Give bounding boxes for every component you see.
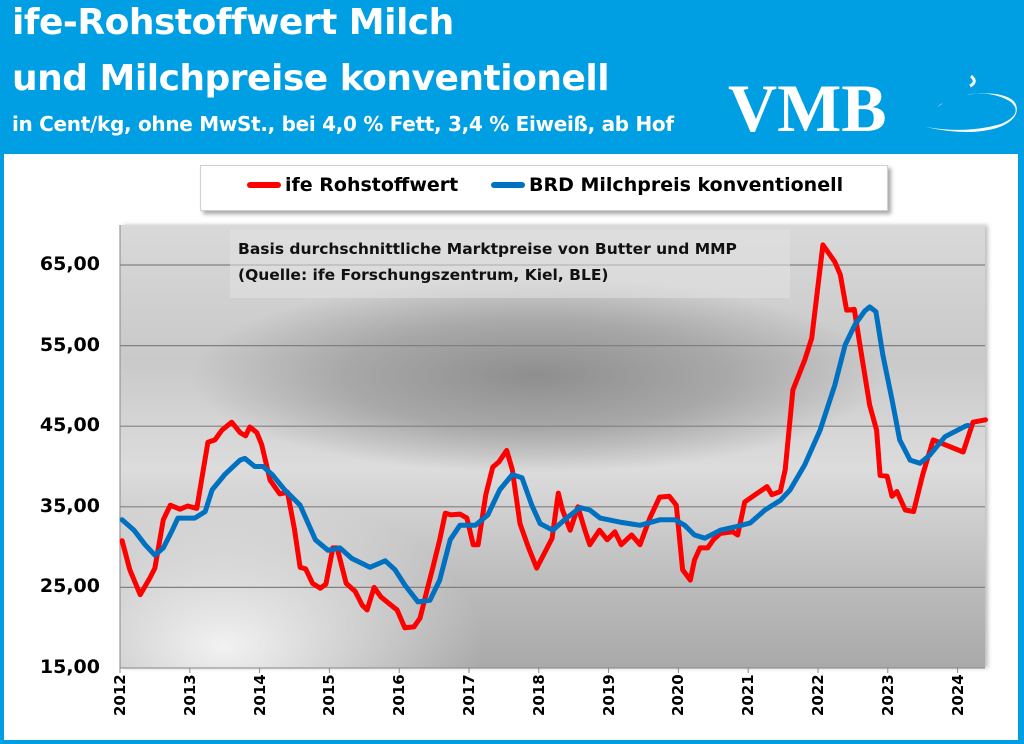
series-brd-milchpreis-line [119, 304, 971, 605]
x-tick-label: 2022 [809, 674, 827, 716]
x-tick-label: 2012 [111, 674, 129, 716]
legend: ife Rohstoffwert BRD Milchpreis konventi… [200, 165, 888, 211]
annotation-line-2: (Quelle: ife Forschungszentrum, Kiel, BL… [238, 266, 609, 284]
x-tick-label: 2016 [390, 674, 409, 716]
annotation-line-1: Basis durchschnittliche Marktpreise von … [238, 240, 737, 258]
title-line-1: ife-Rohstoffwert Milch [12, 2, 454, 43]
y-tick-label: 35,00 [39, 494, 100, 517]
logo-text: VMB [728, 70, 887, 146]
x-tick-label: 2015 [320, 674, 339, 716]
y-tick-label: 45,00 [39, 414, 100, 437]
y-tick-label: 55,00 [39, 333, 100, 356]
x-tick-label: 2020 [669, 674, 688, 716]
subtitle: in Cent/kg, ohne MwSt., bei 4,0 % Fett, … [12, 112, 674, 136]
legend-label: BRD Milchpreis konventionell [529, 174, 844, 196]
x-tick-label: 2023 [878, 674, 897, 716]
header: ife-Rohstoffwert Milch und Milchpreise k… [0, 0, 1024, 150]
x-tick-label: 2017 [460, 674, 478, 716]
legend-label: ife Rohstoffwert [285, 174, 459, 196]
legend-swatch-blue [491, 182, 525, 188]
legend-item-brd: BRD Milchpreis konventionell [491, 174, 843, 196]
y-tick-label: 15,00 [39, 656, 100, 678]
source-annotation: Basis durchschnittliche Marktpreise von … [230, 230, 790, 298]
x-tick-label: 2021 [739, 674, 758, 716]
vmb-logo: VMB [728, 72, 1024, 144]
legend-swatch-red [247, 182, 281, 188]
title-line-2: und Milchpreise konventionell [12, 58, 610, 99]
y-tick-label: 65,00 [39, 253, 100, 275]
x-tick-label: 2024 [948, 674, 967, 716]
x-tick-label: 2014 [250, 674, 269, 716]
x-tick-label: 2019 [599, 674, 618, 716]
x-tick-label: 2013 [180, 674, 199, 716]
x-tick-label: 2018 [529, 674, 548, 716]
logo-swirl-icon [926, 74, 1017, 132]
series-ife-rohstoffwert-line [119, 242, 988, 631]
legend-item-ife: ife Rohstoffwert [247, 174, 458, 196]
y-tick-label: 25,00 [39, 575, 100, 598]
